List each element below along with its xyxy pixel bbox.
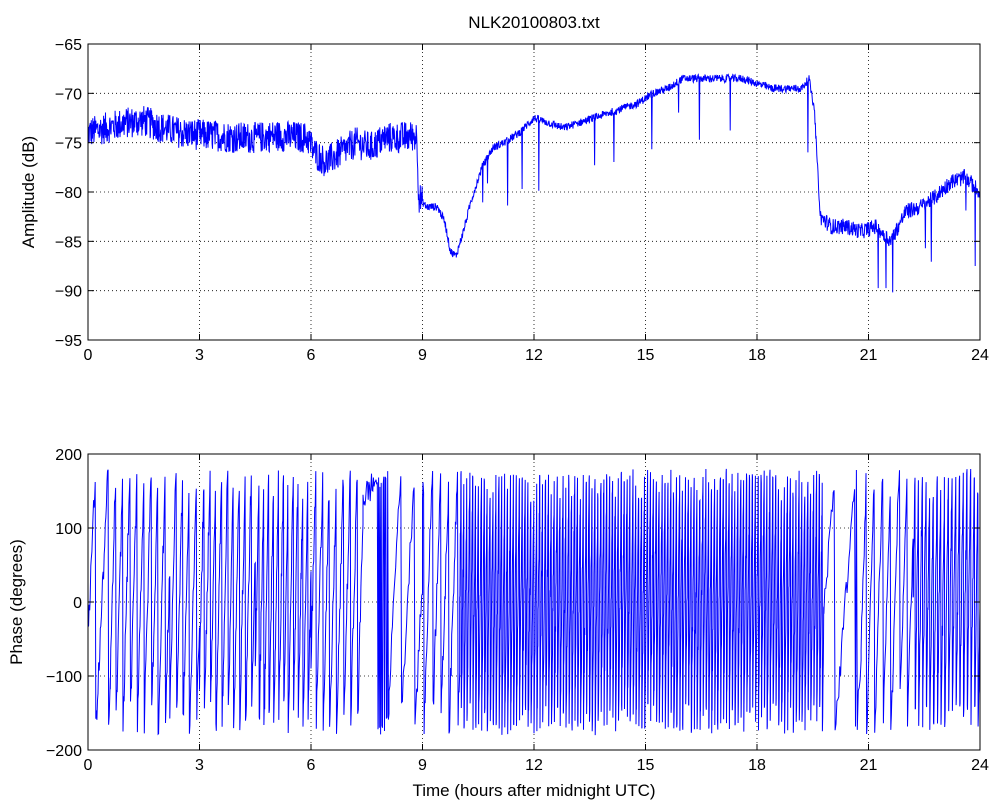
y-tick-label: −95 <box>55 333 82 350</box>
x-tick-label: 15 <box>637 757 655 774</box>
x-tick-label: 3 <box>195 757 204 774</box>
y-tick-label: 0 <box>73 595 82 612</box>
x-tick-label: 9 <box>418 757 427 774</box>
y-tick-label: −90 <box>55 284 82 301</box>
y-tick-label: 200 <box>55 447 82 464</box>
x-tick-label: 12 <box>525 347 543 364</box>
y-tick-label: −65 <box>55 37 82 54</box>
y-tick-label: −70 <box>55 86 82 103</box>
x-tick-label: 18 <box>748 347 766 364</box>
x-tick-label: 0 <box>84 757 93 774</box>
y-axis-label: Amplitude (dB) <box>19 136 38 248</box>
x-tick-label: 21 <box>860 757 878 774</box>
x-tick-label: 21 <box>860 347 878 364</box>
y-tick-label: −75 <box>55 136 82 153</box>
y-tick-label: −85 <box>55 234 82 251</box>
amplitude-panel: 0 3 6 9 12 15 18 21 24 −65 −70 −75 −80 −85 −90 −95 NLK20… <box>19 13 989 364</box>
amplitude-trace <box>87 73 981 293</box>
chart-title: NLK20100803.txt <box>468 13 600 32</box>
x-tick-label: 0 <box>84 347 93 364</box>
y-tick-label: −200 <box>46 743 82 760</box>
x-tick-label: 6 <box>307 347 316 364</box>
x-axis-label: Time (hours after midnight UTC) <box>412 781 655 800</box>
phase-trace <box>87 468 981 736</box>
phase-panel: 0 3 6 9 12 15 18 21 24 200 100 0 −100 −200 Phase (degr… <box>7 447 989 800</box>
x-tick-label: 24 <box>971 757 989 774</box>
x-tick-label: 9 <box>418 347 427 364</box>
y-tick-label: −100 <box>46 669 82 686</box>
x-tick-label: 6 <box>307 757 316 774</box>
x-tick-label: 12 <box>525 757 543 774</box>
x-tick-label: 18 <box>748 757 766 774</box>
x-tick-label: 15 <box>637 347 655 364</box>
x-tick-label: 3 <box>195 347 204 364</box>
y-axis-label: Phase (degrees) <box>7 539 26 665</box>
x-tick-label: 24 <box>971 347 989 364</box>
y-tick-label: 100 <box>55 521 82 538</box>
y-tick-label: −80 <box>55 185 82 202</box>
